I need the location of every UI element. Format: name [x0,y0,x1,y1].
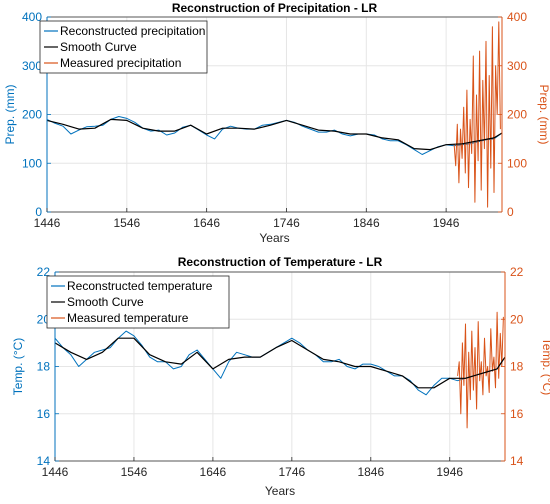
y-left-tick-label: 400 [22,10,42,24]
y-right-tick-label: 200 [507,108,527,122]
legend-entry: Smooth Curve [67,295,144,309]
legend-box [46,275,230,329]
y-left-tick-label: 0 [35,205,42,219]
y-right-tick-label: 18 [510,360,524,374]
y-left-tick-label: 200 [22,108,42,122]
x-tick-label: 1446 [34,216,61,230]
legend-box [39,20,208,74]
chart-title: Reconstruction of Precipitation - LR [172,1,378,15]
y-right-tick-label: 300 [507,59,527,73]
x-tick-label: 1446 [42,465,69,479]
y-left-tick-label: 100 [22,156,42,170]
legend-entry: Reconstructed precipitation [60,24,205,38]
x-tick-label: 1646 [200,465,227,479]
x-tick-label: 1746 [278,465,305,479]
x-axis-label: Years [265,484,295,498]
x-tick-label: 1546 [113,216,140,230]
y-left-tick-label: 300 [22,59,42,73]
y-right-tick-label: 20 [510,312,524,326]
x-tick-label: 1946 [433,216,460,230]
smooth-curve-line [46,118,503,151]
y-left-axis-label: Temp. (°C) [11,338,25,395]
x-tick-label: 1846 [357,465,384,479]
y-right-tick-label: 400 [507,10,527,24]
y-right-tick-label: 16 [510,407,524,421]
reconstructed-series-line [46,116,503,155]
y-right-tick-label: 14 [510,454,524,468]
y-right-axis-label: Prep. (mm) [537,85,550,145]
x-tick-label: 1946 [436,465,463,479]
measured-series-line [457,311,504,429]
chart-title: Reconstruction of Temperature - LR [178,255,383,269]
x-tick-label: 1846 [353,216,380,230]
y-left-axis-label: Prep. (mm) [3,84,17,144]
y-left-tick-label: 18 [37,360,51,374]
y-right-tick-label: 100 [507,156,527,170]
y-right-tick-label: 22 [510,265,524,279]
x-tick-label: 1546 [121,465,148,479]
y-left-tick-label: 22 [37,265,51,279]
y-left-tick-label: 14 [37,454,51,468]
temperature-panel: 1446 1546 1646 1746 1846 1946 14 16 18 20 22 14 16 18… [11,255,550,498]
legend-entry: Reconstructed temperature [67,279,213,293]
measured-series-line [453,21,501,208]
x-axis-label: Years [259,231,289,245]
legend-entry: Smooth Curve [60,40,137,54]
y-right-tick-label: 0 [507,205,514,219]
x-tick-label: 1746 [273,216,300,230]
y-left-tick-label: 16 [37,407,51,421]
precipitation-panel: 1446 1546 1646 1746 1846 1946 0 100 200 300 400 0 10… [3,1,550,245]
y-right-axis-label: Temp. (°C) [540,338,550,395]
legend-entry: Measured precipitation [60,56,181,70]
smooth-curve-line [54,337,506,389]
legend-entry: Measured temperature [67,311,189,325]
x-tick-label: 1646 [193,216,220,230]
